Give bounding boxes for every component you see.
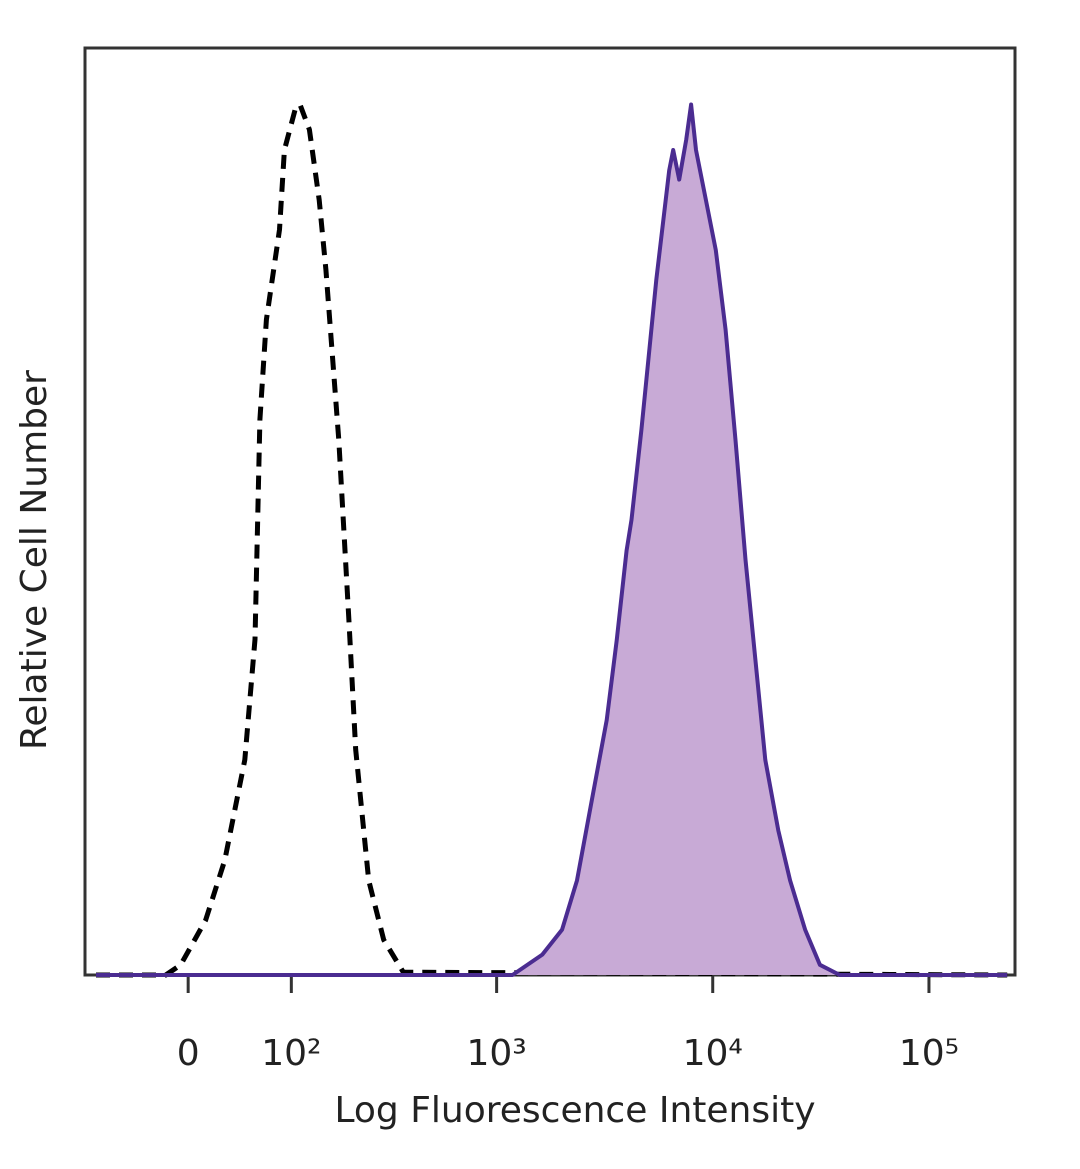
histogram-line xyxy=(96,102,1008,977)
x-tick-label: 10⁵ xyxy=(899,1033,959,1074)
plot-frame xyxy=(83,46,1017,977)
histogram-fill xyxy=(96,104,1008,975)
histogram-line xyxy=(96,102,1008,978)
x-tick-label: 0 xyxy=(177,1033,200,1074)
x-axis-title: Log Fluorescence Intensity xyxy=(334,1090,815,1131)
x-tick-label: 10⁴ xyxy=(683,1033,743,1074)
x-tick-label: 10³ xyxy=(467,1033,527,1074)
y-axis-title: Relative Cell Number xyxy=(14,370,55,750)
x-tick-label: 10² xyxy=(261,1033,321,1074)
